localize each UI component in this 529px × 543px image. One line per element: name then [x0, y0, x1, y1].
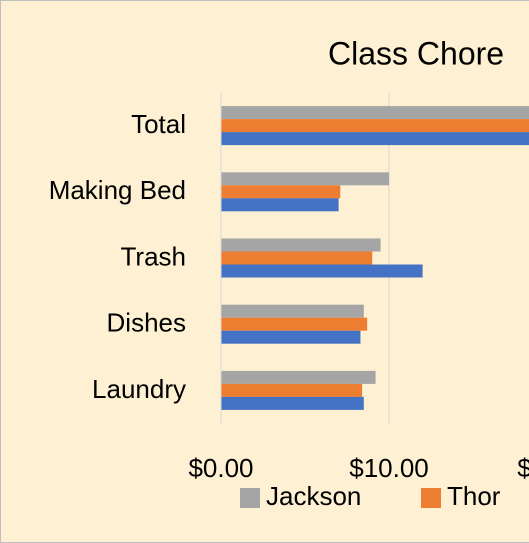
bar — [221, 264, 423, 278]
y-tick-label: Total — [131, 109, 186, 139]
y-tick-label: Trash — [121, 241, 187, 271]
bar — [221, 238, 381, 252]
bar — [221, 383, 363, 397]
bar — [221, 106, 529, 120]
x-tick-label: $20.00 — [517, 453, 529, 483]
x-tick-label: $10.00 — [349, 453, 429, 483]
legend-label: Jackson — [266, 481, 361, 511]
bar — [221, 132, 529, 146]
legend-label: Thor — [447, 481, 501, 511]
bar — [221, 185, 341, 199]
bar — [221, 396, 364, 410]
y-tick-label: Laundry — [92, 374, 186, 404]
bar — [221, 330, 361, 344]
bar — [221, 119, 529, 133]
x-tick-label: $0.00 — [188, 453, 253, 483]
bar — [221, 317, 368, 331]
bar — [221, 370, 376, 384]
bar — [221, 198, 339, 212]
bar — [221, 251, 373, 265]
y-tick-label: Making Bed — [49, 175, 186, 205]
chart-title: Class Chore — [328, 35, 504, 71]
legend-swatch — [240, 488, 260, 508]
y-tick-label: Dishes — [107, 308, 186, 338]
bar — [221, 172, 389, 186]
bar — [221, 304, 364, 318]
legend-swatch — [421, 488, 441, 508]
